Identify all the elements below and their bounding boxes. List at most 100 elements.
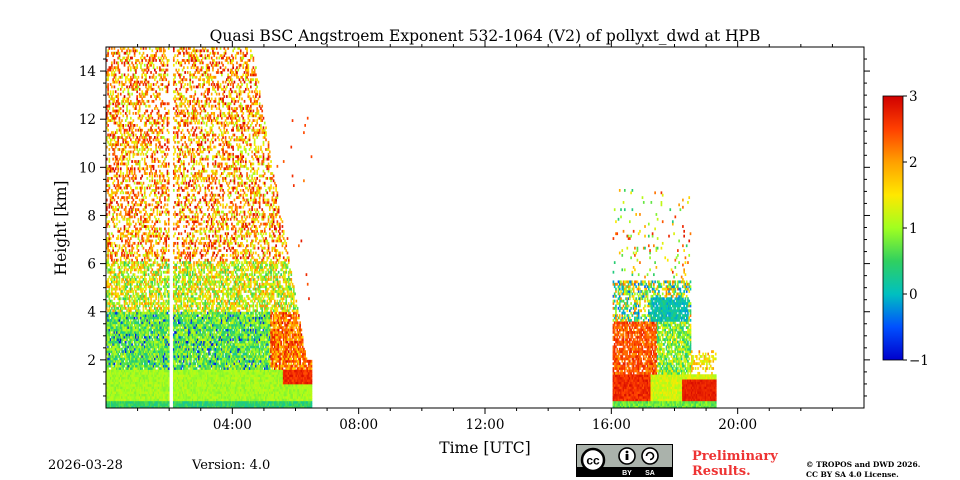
heatmap-cell <box>147 68 150 72</box>
heatmap-cell <box>133 371 136 375</box>
heatmap-cell <box>154 121 156 125</box>
heatmap-cell <box>142 338 145 342</box>
heatmap-cell <box>143 335 146 339</box>
heatmap-cell <box>121 290 123 293</box>
heatmap-cell <box>123 87 126 91</box>
heatmap-cell <box>155 309 157 313</box>
heatmap-cell <box>154 391 156 394</box>
heatmap-cell <box>138 357 141 361</box>
heatmap-cell <box>148 391 151 394</box>
heatmap-cell <box>124 287 127 291</box>
heatmap-cell <box>141 193 144 197</box>
heatmap-cell <box>128 330 131 334</box>
heatmap-cell <box>138 311 141 315</box>
heatmap-cell <box>155 124 157 127</box>
heatmap-cell <box>133 215 136 219</box>
heatmap-cell <box>116 95 118 98</box>
heatmap-cell <box>118 174 121 178</box>
heatmap-cell <box>178 232 180 236</box>
heatmap-cell <box>151 280 154 284</box>
heatmap-cell <box>146 314 149 317</box>
heatmap-cell <box>127 201 130 204</box>
heatmap-cell <box>160 328 162 332</box>
heatmap-cell <box>109 299 112 303</box>
heatmap-cell <box>133 275 136 279</box>
heatmap-cell <box>146 261 149 264</box>
heatmap-cell <box>121 181 123 185</box>
heatmap-cell <box>113 297 116 301</box>
heatmap-cell <box>132 318 135 322</box>
heatmap-cell <box>132 374 135 378</box>
heatmap-cell <box>175 321 178 325</box>
heatmap-cell <box>117 148 120 151</box>
heatmap-cell <box>117 208 120 212</box>
heatmap-cell <box>146 323 149 327</box>
heatmap-cell <box>127 87 130 91</box>
heatmap-cell <box>172 369 175 373</box>
heatmap-cell <box>138 304 141 308</box>
heatmap-cell <box>130 338 132 342</box>
heatmap-cell <box>108 68 111 72</box>
heatmap-cell <box>135 330 137 334</box>
heatmap-cell <box>108 263 111 267</box>
heatmap-cell <box>135 102 137 106</box>
heatmap-cell <box>140 330 142 334</box>
heatmap-cell <box>123 102 126 106</box>
heatmap-cell <box>114 383 117 387</box>
heatmap-cell <box>176 54 179 58</box>
heatmap-cell <box>137 249 140 252</box>
heatmap-cell <box>165 282 168 286</box>
heatmap-cell <box>130 330 132 334</box>
heatmap-cell <box>155 256 157 260</box>
heatmap-cell <box>181 176 184 180</box>
heatmap-cell <box>138 343 141 346</box>
heatmap-cell <box>176 71 179 74</box>
heatmap-cell <box>160 369 162 373</box>
heatmap-cell <box>178 155 180 159</box>
heatmap-cell <box>148 388 151 392</box>
heatmap-cell <box>140 210 142 214</box>
heatmap-cell <box>130 379 132 382</box>
heatmap-cell <box>124 343 127 346</box>
heatmap-cell <box>132 140 135 144</box>
heatmap-cell <box>141 143 144 147</box>
heatmap-cell <box>123 405 126 408</box>
heatmap-cell <box>178 184 180 187</box>
heatmap-cell <box>137 306 140 310</box>
heatmap-cell <box>141 316 144 320</box>
heatmap-cell <box>176 359 179 363</box>
heatmap-cell <box>112 270 114 274</box>
heatmap-cell <box>154 107 156 110</box>
heatmap-cell <box>107 133 109 137</box>
heatmap-cell <box>106 107 108 110</box>
heatmap-cell <box>145 323 147 327</box>
heatmap-cell <box>175 287 178 291</box>
heatmap-cell <box>131 343 133 346</box>
heatmap-cell <box>136 292 138 296</box>
heatmap-cell <box>118 311 121 315</box>
heatmap-cell <box>141 184 144 187</box>
heatmap-cell <box>107 237 109 240</box>
heatmap-cell <box>113 362 116 366</box>
heatmap-cell <box>117 369 120 373</box>
heatmap-cell <box>119 367 122 370</box>
heatmap-cell <box>126 164 128 168</box>
heatmap-cell <box>121 73 123 77</box>
heatmap-cell <box>164 386 166 390</box>
heatmap-cell <box>157 131 160 135</box>
heatmap-cell <box>112 371 114 375</box>
heatmap-cell <box>146 119 149 123</box>
heatmap-cell <box>135 383 137 387</box>
heatmap-cell <box>167 343 170 346</box>
heatmap-cell <box>109 102 112 106</box>
heatmap-cell <box>150 234 152 238</box>
heatmap-cell <box>113 326 116 329</box>
heatmap-cell <box>152 340 155 344</box>
heatmap-cell <box>143 63 146 67</box>
heatmap-cell <box>124 241 127 245</box>
heatmap-cell <box>121 323 123 327</box>
heatmap-cell <box>164 152 166 156</box>
heatmap-cell <box>126 104 128 108</box>
heatmap-cell <box>152 184 155 187</box>
heatmap-cell <box>109 241 112 245</box>
